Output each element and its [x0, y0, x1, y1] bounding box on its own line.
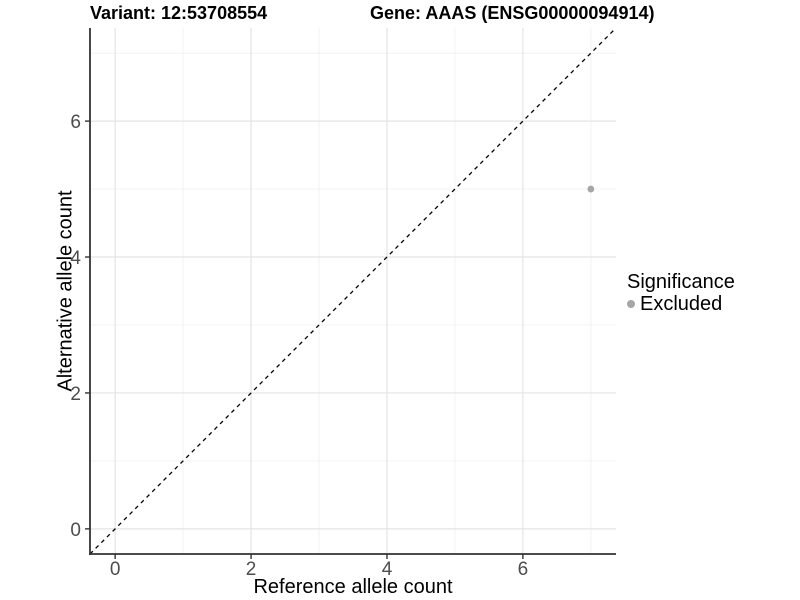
- plot-title-gene: Gene: AAAS (ENSG00000094914): [370, 3, 655, 23]
- y-tick-label: 4: [70, 248, 81, 269]
- y-tick-label: 0: [70, 520, 81, 541]
- x-tick-label: 6: [518, 559, 529, 580]
- x-tick-label: 4: [382, 559, 393, 580]
- plot-title-variant: Variant: 12:53708554: [90, 3, 268, 23]
- x-tick-label: 2: [246, 559, 257, 580]
- legend-point-icon: [627, 300, 635, 308]
- legend-title: Significance: [627, 271, 735, 293]
- y-axis-title: Alternative allele count: [54, 190, 77, 392]
- y-tick-label: 6: [70, 112, 81, 133]
- x-axis-title: Reference allele count: [253, 576, 453, 598]
- y-tick-label: 2: [70, 384, 81, 405]
- identity-dashed-line: [89, 27, 617, 555]
- legend-item-excluded: Excluded: [627, 293, 735, 315]
- legend-item-label: Excluded: [640, 293, 723, 315]
- legend: Significance Excluded: [627, 271, 735, 315]
- x-tick-label: 0: [110, 559, 121, 580]
- data-point: [587, 185, 595, 193]
